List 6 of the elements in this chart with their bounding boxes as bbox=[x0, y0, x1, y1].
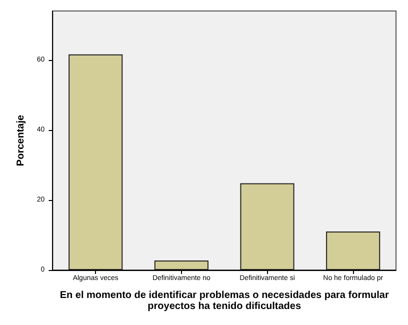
bar bbox=[240, 183, 294, 270]
bar bbox=[68, 54, 123, 270]
y-axis-title: Porcentaje bbox=[16, 114, 26, 166]
bar bbox=[326, 232, 380, 270]
bar bbox=[154, 260, 208, 270]
x-axis-title: En el momento de identificar problemas o necesidades para formular proyectos ha tenido dificultades bbox=[60, 290, 389, 312]
